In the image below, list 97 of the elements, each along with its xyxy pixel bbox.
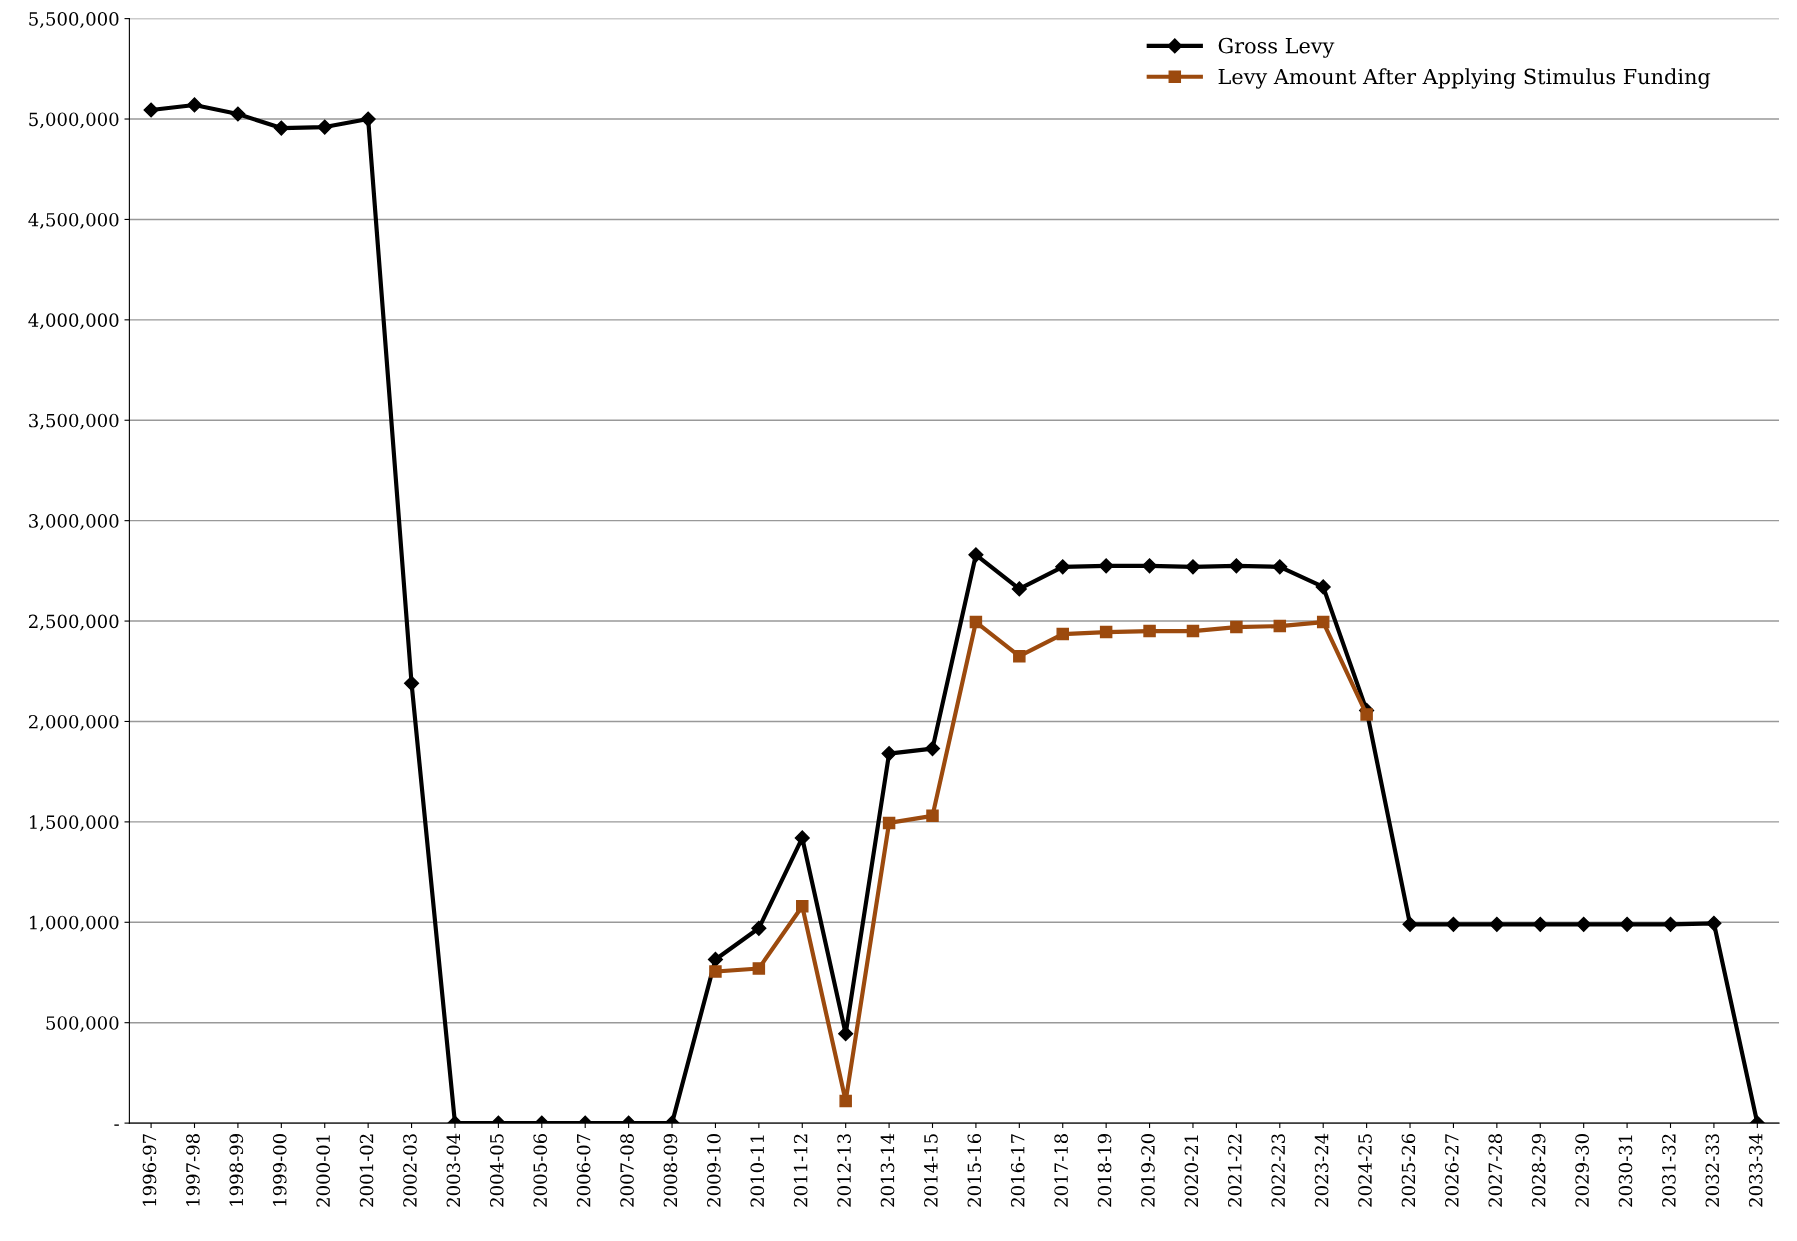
x-tick-label: 2026-27 <box>1445 1134 1459 1207</box>
x-tick-label: 2002-03 <box>403 1134 417 1207</box>
x-tick-label: 2027-28 <box>1488 1134 1503 1207</box>
legend-label: Gross Levy <box>1218 37 1335 58</box>
x-tick-label: 2023-24 <box>1314 1133 1329 1207</box>
x-tick-label: 2019-20 <box>1141 1134 1155 1207</box>
point <box>796 899 809 913</box>
point <box>273 120 289 136</box>
point <box>403 675 420 691</box>
point <box>1099 625 1113 639</box>
x-tick-label: 2029-30 <box>1575 1134 1589 1207</box>
y-tick-label: 3,000,000 <box>29 514 119 530</box>
point <box>1576 916 1592 932</box>
y-tick-label: 2,500,000 <box>28 614 119 631</box>
x-tick-label: 2031-32 <box>1662 1134 1676 1207</box>
y-tick-label: 500,000 <box>46 1016 119 1033</box>
x-tick-label: 2016-17 <box>1010 1134 1025 1207</box>
point <box>1706 915 1722 931</box>
x-tick-label: 2006-07 <box>576 1134 591 1207</box>
point <box>881 746 897 762</box>
point <box>1013 649 1026 663</box>
point <box>1272 559 1288 575</box>
point <box>968 547 984 563</box>
point <box>1143 624 1156 638</box>
x-tick-label: 1996-97 <box>142 1134 157 1206</box>
point <box>1532 916 1548 932</box>
point <box>143 102 159 118</box>
point <box>926 809 939 823</box>
x-tick-label: 2014-15 <box>924 1134 938 1207</box>
x-tick-label: 2024-25 <box>1358 1134 1372 1207</box>
y-tick-label: 1,000,000 <box>29 915 119 932</box>
x-tick-label: 2032-33 <box>1705 1134 1720 1207</box>
y-tick-label: 1,500,000 <box>29 815 119 832</box>
point <box>1273 619 1287 633</box>
point <box>186 97 203 113</box>
point <box>752 962 766 975</box>
x-tick-label: 2003-04 <box>446 1133 461 1207</box>
point <box>709 965 722 978</box>
point <box>969 615 983 629</box>
point <box>839 1094 852 1108</box>
point <box>1011 581 1027 597</box>
x-tick-label: 2008-09 <box>663 1134 678 1207</box>
point <box>1055 559 1071 575</box>
x-tick-label: 2001-02 <box>359 1134 374 1207</box>
point <box>794 830 810 846</box>
x-tick-label: 2010-11 <box>750 1135 765 1207</box>
legend-label: Levy Amount After Applying Stimulus Funding <box>1218 68 1711 89</box>
x-tick-label: 2012-13 <box>837 1134 851 1207</box>
point <box>230 106 246 122</box>
point <box>1445 916 1462 932</box>
y-tick-label: 5,000,000 <box>29 112 119 129</box>
point <box>1316 615 1330 629</box>
x-tick-label: 2022-23 <box>1271 1134 1286 1207</box>
point <box>751 920 767 936</box>
point <box>1228 558 1244 574</box>
point <box>1662 916 1679 932</box>
point <box>1230 620 1243 634</box>
y-tick-label: 5,500,000 <box>29 12 119 28</box>
y-tick-label: - <box>114 1124 119 1126</box>
point <box>1098 558 1114 574</box>
x-tick-label: 1998-99 <box>229 1134 244 1206</box>
x-tick-label: 2015-16 <box>967 1133 982 1207</box>
point <box>317 119 333 135</box>
point <box>1056 627 1069 641</box>
x-tick-label: 1997-98 <box>186 1134 200 1206</box>
x-tick-label: 1999-00 <box>272 1134 287 1206</box>
x-tick-label: 2013-14 <box>880 1133 895 1207</box>
point <box>1360 708 1373 721</box>
x-tick-label: 2000-01 <box>316 1135 330 1207</box>
point <box>882 816 896 830</box>
x-tick-label: 2030-31 <box>1618 1135 1633 1207</box>
x-tick-label: 2020-21 <box>1184 1135 1199 1207</box>
x-tick-label: 2011-12 <box>793 1134 808 1207</box>
x-tick-label: 2009-10 <box>707 1134 721 1207</box>
point <box>1186 624 1200 638</box>
x-tick-label: 2005-06 <box>533 1133 548 1207</box>
y-tick-label: 4,500,000 <box>28 212 119 229</box>
x-tick-label: 2021-22 <box>1227 1134 1242 1207</box>
y-tick-label: 2,000,000 <box>28 714 119 731</box>
x-tick-label: 2018-19 <box>1097 1134 1112 1207</box>
y-tick-label: 3,500,000 <box>29 413 119 430</box>
x-tick-label: 2033-34 <box>1748 1133 1763 1207</box>
point <box>1141 558 1158 574</box>
point <box>360 111 376 127</box>
x-tick-label: 2007-08 <box>620 1134 634 1207</box>
point <box>1402 916 1418 932</box>
x-tick-label: 2017-18 <box>1054 1134 1068 1207</box>
point <box>838 1026 854 1042</box>
point <box>1185 559 1201 575</box>
point <box>1315 579 1331 595</box>
x-tick-label: 2004-05 <box>489 1134 504 1207</box>
point <box>1619 916 1635 932</box>
y-tick-label: 4,000,000 <box>28 313 119 330</box>
x-tick-label: 2025-26 <box>1401 1133 1416 1207</box>
point <box>1489 916 1505 932</box>
point <box>924 741 941 757</box>
x-tick-label: 2028-29 <box>1531 1134 1546 1207</box>
